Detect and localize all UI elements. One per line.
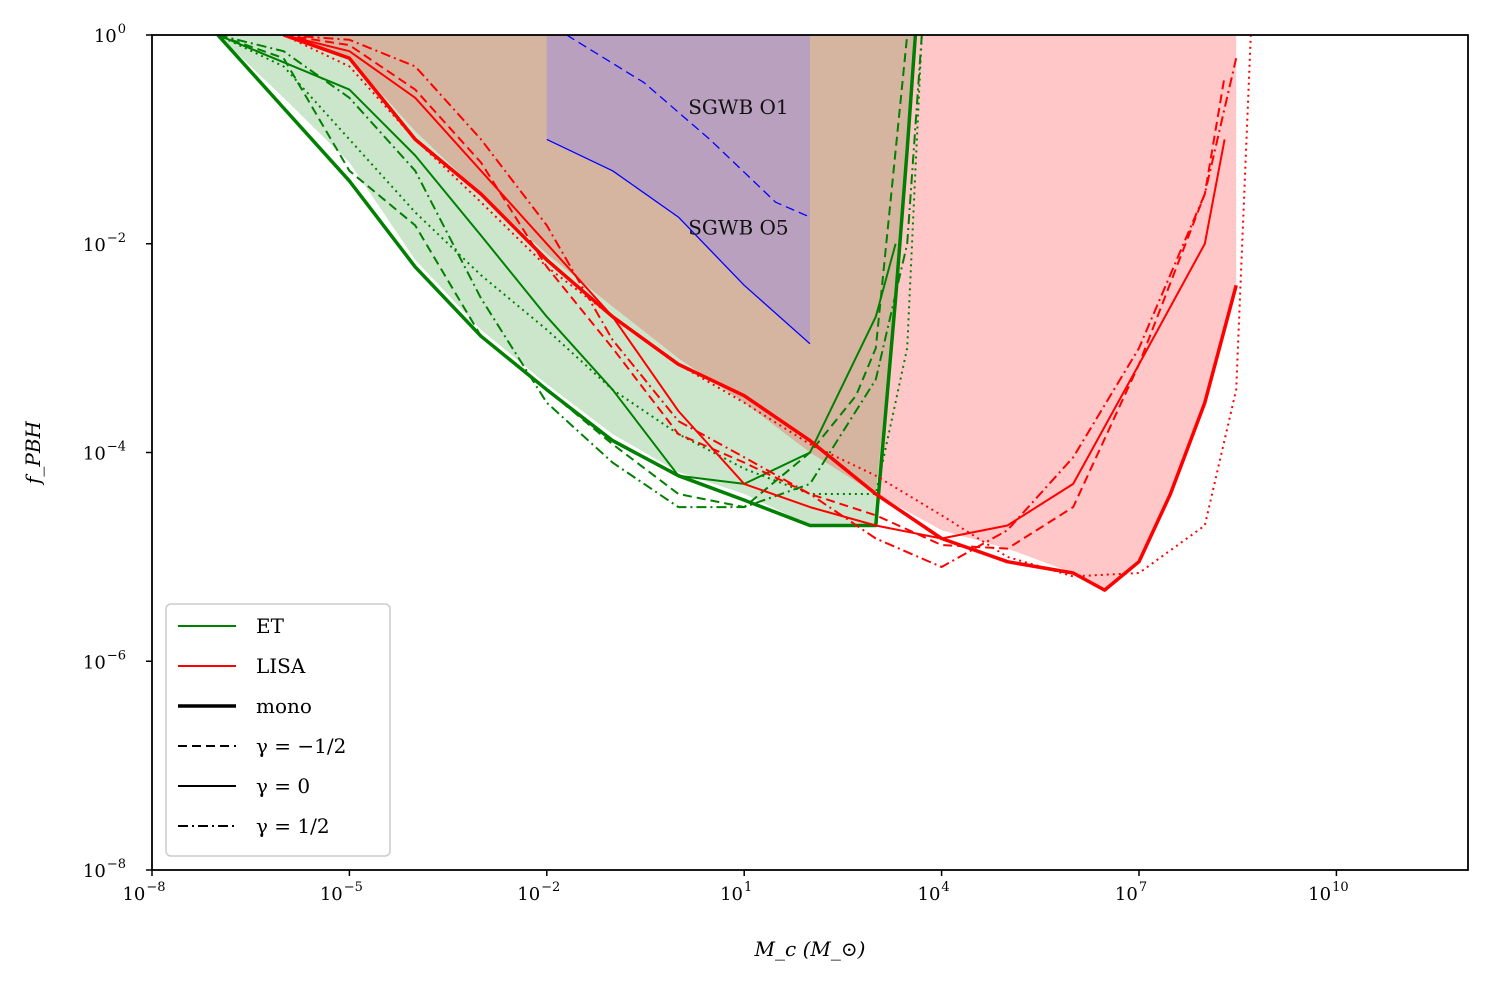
legend-label: LISA xyxy=(256,654,306,678)
y-tick-label: 100 xyxy=(94,22,126,47)
y-tick-label: 10−8 xyxy=(83,857,126,882)
y-axis-label: f_PBH xyxy=(21,420,45,486)
y-tick-label: 10−2 xyxy=(83,231,126,256)
x-tick-label: 10−2 xyxy=(517,880,560,905)
y-tick-label: 10−6 xyxy=(83,648,126,673)
x-tick-label: 1010 xyxy=(1308,880,1348,905)
series-line-6 xyxy=(217,35,923,495)
legend: ET LISA mono γ = −1/2 γ = 0 γ = 1/2 xyxy=(165,603,391,857)
series-line-1 xyxy=(566,35,811,218)
y-tick-label: 10−4 xyxy=(83,440,126,465)
shaded-regions xyxy=(217,35,1237,591)
legend-label: mono xyxy=(256,694,312,718)
axis-ticks: 10−8 10−5 10−2 101 104 107 1010 100 10−2 10−4 10−6… xyxy=(83,22,1349,905)
series-line-5 xyxy=(217,35,923,509)
series-line-11 xyxy=(283,35,1252,578)
x-tick-label: 101 xyxy=(720,880,752,905)
series-line-10 xyxy=(283,35,1238,568)
series-line-4 xyxy=(217,35,909,509)
x-tick-label: 107 xyxy=(1115,880,1147,905)
x-tick-label: 10−5 xyxy=(320,880,363,905)
region-SGWB xyxy=(546,35,810,344)
series-line-7 xyxy=(283,35,1238,592)
annotation-0: SGWB O1 xyxy=(688,95,788,119)
legend-label: γ = 0 xyxy=(256,774,310,798)
series-line-2 xyxy=(216,35,918,528)
series-line-0 xyxy=(546,138,811,345)
series-line-8 xyxy=(283,35,1226,540)
x-tick-label: 104 xyxy=(918,880,950,905)
x-axis-label: M_c (M_⊙) xyxy=(754,937,866,961)
annotation-1: SGWB O5 xyxy=(688,215,788,239)
series-lines xyxy=(216,35,1252,592)
annotations: SGWB O1 SGWB O5 xyxy=(688,95,788,240)
legend-label: ET xyxy=(256,614,285,638)
legend-label: γ = 1/2 xyxy=(256,814,330,838)
series-line-9 xyxy=(283,35,1226,550)
x-tick-label: 10−8 xyxy=(122,880,165,905)
legend-label: γ = −1/2 xyxy=(256,734,346,758)
